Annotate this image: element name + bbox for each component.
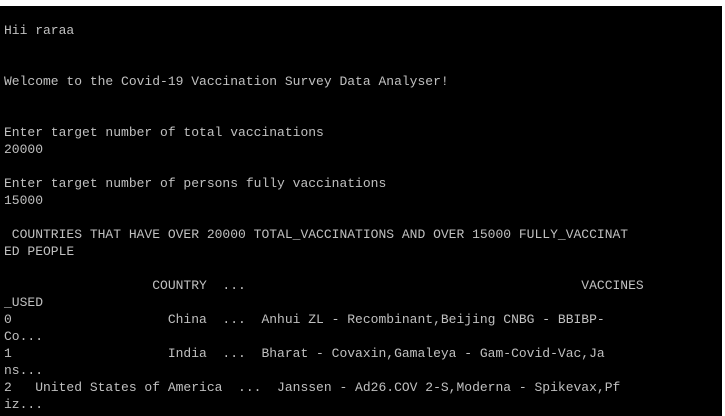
console-line: _USED [4, 295, 44, 310]
console-line: Enter target number of total vaccination… [4, 125, 324, 140]
console-line: Hii raraa [4, 23, 75, 38]
window-edge [722, 6, 725, 416]
console-line: Enter target number of persons fully vac… [4, 176, 387, 191]
console-line: 0 China ... Anhui ZL - Recombinant,Beiji… [4, 312, 605, 327]
console-line: Co... [4, 329, 44, 344]
console-line: ED PEOPLE [4, 244, 75, 259]
console-window[interactable]: Hii raraa Welcome to the Covid-19 Vaccin… [0, 6, 722, 416]
console-line: COUNTRY ... VACCINES [4, 278, 644, 293]
console-line: Welcome to the Covid-19 Vaccination Surv… [4, 74, 449, 89]
console-line: iz... [4, 397, 44, 412]
console-line: 15000 [4, 193, 44, 208]
console-line: COUNTRIES THAT HAVE OVER 20000 TOTAL_VAC… [4, 227, 629, 242]
console-line: ns... [4, 363, 44, 378]
console-line: 20000 [4, 142, 44, 157]
console-line: 2 United States of America ... Janssen -… [4, 380, 621, 395]
console-line: 1 India ... Bharat - Covaxin,Gamaleya - … [4, 346, 605, 361]
